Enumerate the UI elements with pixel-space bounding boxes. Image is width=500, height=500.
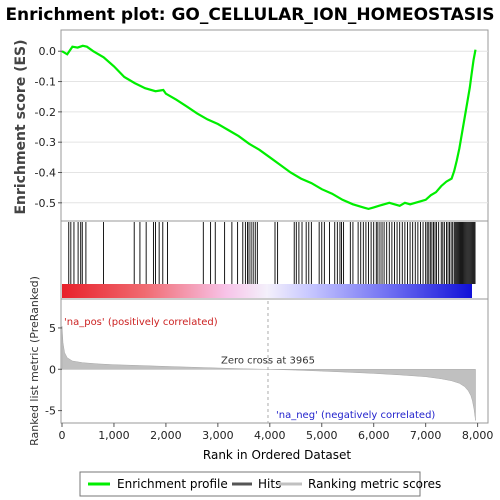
ranking-metric-area xyxy=(61,326,476,421)
x-tick-label: 7,000 xyxy=(410,429,442,442)
ranking-color-bar xyxy=(62,284,472,298)
x-axis-title: Rank in Ordered Dataset xyxy=(203,448,351,462)
es-tick-label: -0.2 xyxy=(35,106,56,119)
x-tick-label: 1,000 xyxy=(98,429,130,442)
ranked-tick-label: -5 xyxy=(45,405,56,418)
hit-markers xyxy=(68,222,476,284)
legend-label-ranking: Ranking metric scores xyxy=(308,477,441,491)
ranked-metric-panel xyxy=(60,298,489,424)
legend-label-enrichment: Enrichment profile xyxy=(117,477,228,491)
x-tick-label: 2,000 xyxy=(150,429,182,442)
positive-correlation-label: 'na_pos' (positively correlated) xyxy=(64,317,218,328)
x-tick-label: 0 xyxy=(59,429,66,442)
es-tick-label: -0.5 xyxy=(35,197,56,210)
chart-title: Enrichment plot: GO_CELLULAR_ION_HOMEOST… xyxy=(5,5,494,25)
x-tick-label: 5,000 xyxy=(306,429,338,442)
x-tick-label: 4,000 xyxy=(254,429,286,442)
ranked-y-axis-title: Ranked list metric (PreRanked) xyxy=(28,276,41,446)
negative-correlation-label: 'na_neg' (negatively correlated) xyxy=(276,410,435,421)
legend: Enrichment profile Hits Ranking metric s… xyxy=(79,471,441,497)
ranked-tick-label: 5 xyxy=(49,322,56,335)
x-tick-label: 8,000 xyxy=(462,429,494,442)
es-tick-label: -0.1 xyxy=(35,76,56,89)
es-tick-label: -0.3 xyxy=(35,136,56,149)
es-y-axis-title: Enrichment score (ES) xyxy=(13,39,29,214)
es-tick-label: -0.4 xyxy=(35,166,56,179)
x-tick-label: 6,000 xyxy=(358,429,390,442)
ranked-tick-label: 0 xyxy=(49,363,56,376)
x-tick-label: 3,000 xyxy=(202,429,234,442)
es-panel xyxy=(60,29,489,222)
ranked-y-ticks: -5 0 5 xyxy=(45,322,62,418)
legend-label-hits: Hits xyxy=(258,477,281,491)
zero-cross-label: Zero cross at 3965 xyxy=(221,355,315,366)
x-axis-ticks: 0 1,000 2,000 3,000 4,000 5,000 6,000 7,000 8,00… xyxy=(59,423,494,442)
enrichment-profile-line xyxy=(61,44,477,211)
es-tick-label: 0.0 xyxy=(39,45,57,58)
es-y-ticks: 0.0 -0.1 -0.2 -0.3 -0.4 -0.5 xyxy=(35,45,62,210)
